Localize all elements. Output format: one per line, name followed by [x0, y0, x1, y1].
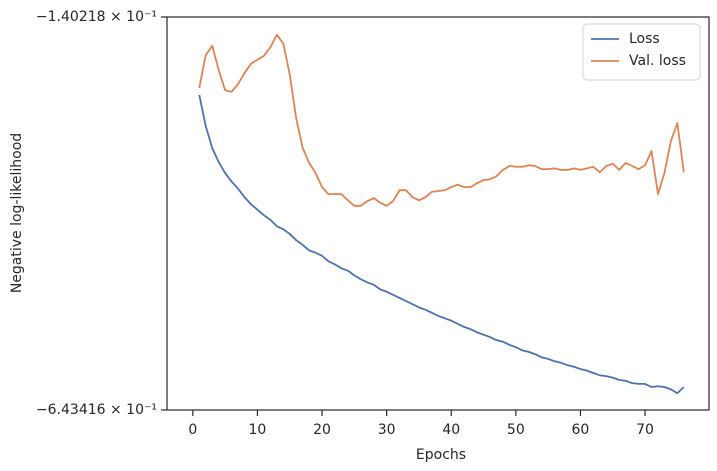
y-tick-label: −1.40218 × 10⁻¹: [36, 9, 157, 25]
legend-box: [582, 23, 701, 81]
x-tick-label: 20: [313, 422, 331, 438]
legend-label: Loss: [629, 31, 660, 47]
line-series: [198, 94, 685, 395]
x-tick-label: 50: [507, 422, 525, 438]
plot-frame: [166, 16, 710, 411]
x-tick-label: 60: [572, 422, 590, 438]
y-axis-label: Negative log-likelihood: [9, 133, 25, 293]
legend: Loss Val. loss: [582, 23, 701, 81]
x-tick-label: 40: [442, 422, 460, 438]
legend-label: Val. loss: [629, 53, 686, 69]
x-tick-label: 10: [249, 422, 267, 438]
x-axis-label: Epochs: [416, 447, 466, 463]
x-tick-label: 0: [188, 422, 197, 438]
x-tick-label: 30: [378, 422, 396, 438]
y-tick-label: −6.43416 × 10⁻¹: [36, 402, 157, 418]
line-series: [198, 33, 685, 207]
x-tick-label: 70: [636, 422, 654, 438]
